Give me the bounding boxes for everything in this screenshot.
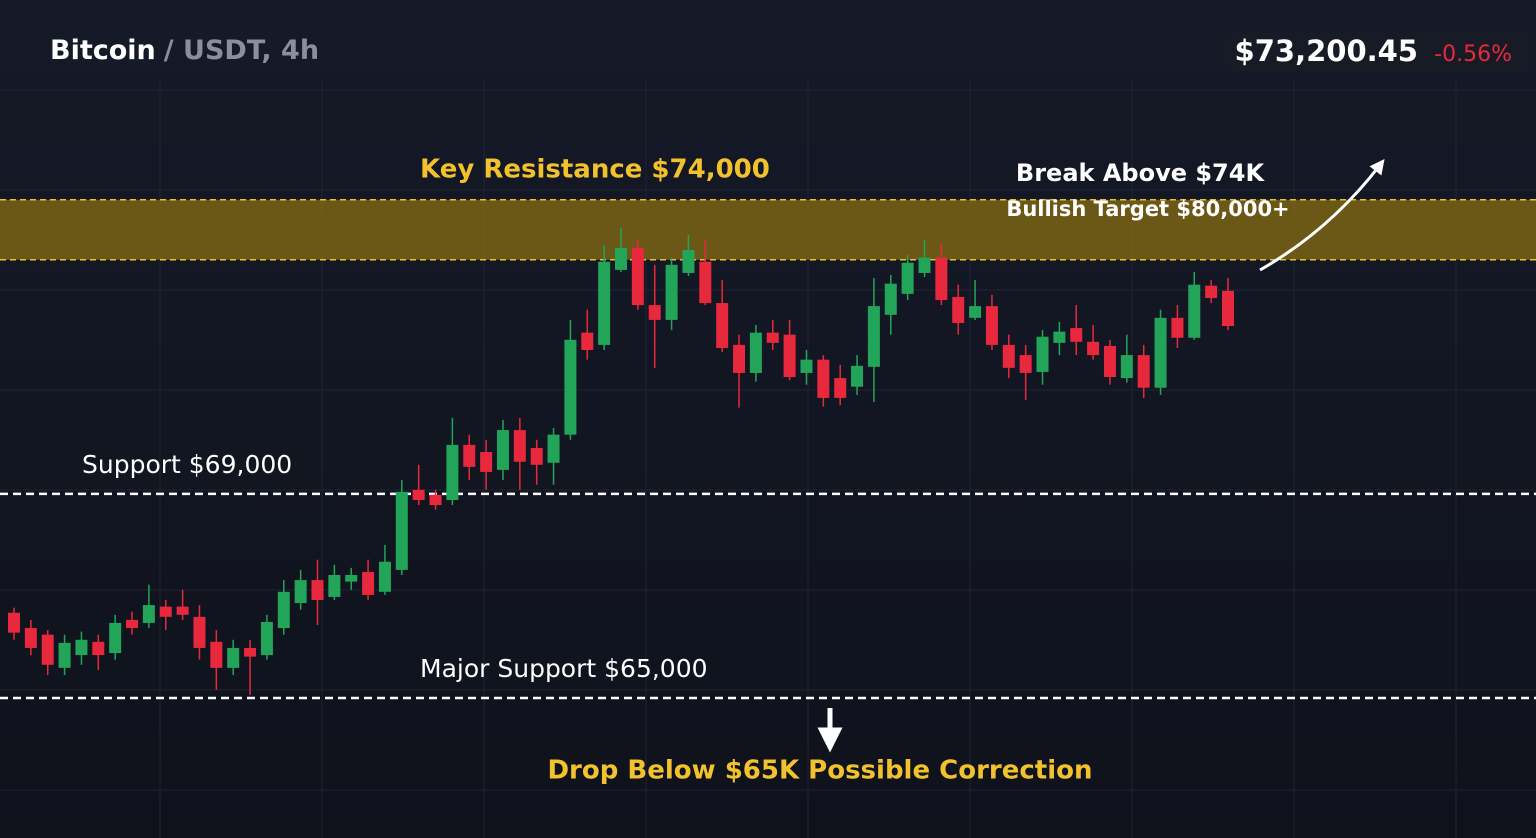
annotation: Bullish Target $80,000+ — [1006, 197, 1289, 221]
candle-body — [1070, 328, 1083, 342]
candle-body — [244, 647, 257, 657]
candle-body — [547, 434, 560, 463]
candle-body — [901, 262, 914, 294]
candle-body — [581, 332, 594, 350]
pair: / USDT, 4h — [164, 35, 319, 66]
candle-body — [1053, 331, 1066, 343]
candle-body — [41, 634, 54, 665]
resistance-zone — [0, 199, 1536, 261]
candle-body — [530, 447, 543, 465]
candle-body — [277, 591, 290, 629]
candle-body — [1222, 290, 1234, 327]
candle-body — [362, 571, 375, 595]
candle-body — [480, 452, 493, 472]
candle-body — [176, 606, 189, 615]
candle-body — [142, 605, 155, 623]
resistance-band — [0, 199, 1536, 260]
candle-body — [969, 306, 982, 318]
candle-body — [733, 344, 746, 373]
candle-body — [75, 639, 88, 656]
candle-body — [598, 261, 611, 345]
price-box — [1226, 33, 1530, 71]
candle-body — [935, 257, 948, 300]
candle-body — [766, 332, 779, 343]
candle-body — [1171, 317, 1184, 338]
candle-body — [682, 249, 695, 273]
candle-body — [260, 621, 273, 656]
candle-body — [24, 628, 37, 648]
candle-body — [58, 642, 71, 668]
candle-body — [834, 378, 847, 398]
candle-body — [985, 306, 998, 345]
candle-body — [227, 647, 240, 668]
candle-body — [1120, 355, 1133, 379]
candle-body — [159, 606, 172, 617]
candle-body — [716, 303, 729, 348]
candle-body — [615, 247, 627, 270]
candle-body — [1137, 355, 1150, 388]
resistance-label: Key Resistance $74,000 — [420, 154, 770, 184]
candle-body — [665, 264, 678, 320]
price: $73,200.45 — [1235, 34, 1418, 68]
candle-body — [783, 334, 796, 378]
candle-body — [817, 359, 830, 398]
candle-body — [1205, 285, 1218, 298]
candle-body — [513, 430, 526, 462]
candle-body — [564, 339, 577, 435]
candle-body — [851, 365, 864, 387]
candle-body — [311, 580, 324, 600]
candle-body — [1103, 345, 1116, 378]
up-arrow — [1259, 159, 1385, 272]
candle-body — [126, 619, 139, 629]
candle-body — [800, 359, 813, 373]
price-change: -0.56% — [1434, 42, 1512, 67]
candle-body — [446, 444, 459, 500]
candle-body — [395, 491, 408, 570]
plot — [0, 228, 1536, 700]
candle-body — [749, 332, 762, 373]
candle-body — [8, 612, 20, 633]
support-label: Major Support $65,000 — [420, 654, 708, 683]
candle-body — [92, 641, 105, 656]
candle-body — [1087, 341, 1100, 356]
candle-body — [1188, 284, 1201, 338]
candle-body — [884, 283, 897, 315]
candle-body — [699, 261, 712, 304]
candle-body — [378, 561, 391, 592]
candle-body — [867, 306, 880, 367]
candle-body — [109, 622, 122, 654]
candle-body — [631, 247, 644, 306]
annotation: Break Above $74K — [1016, 159, 1266, 187]
candle-body — [648, 305, 661, 320]
header-title: Bitcoin / USDT, 4h — [50, 35, 319, 66]
candle-body — [952, 296, 965, 323]
candle-body — [463, 444, 476, 467]
candle-body — [1036, 336, 1049, 372]
candle-body — [193, 616, 206, 648]
candle-body — [1154, 317, 1167, 388]
candle-body — [429, 494, 442, 506]
candle-body — [1002, 344, 1015, 368]
candle-body — [496, 430, 509, 470]
candle-body — [328, 574, 341, 597]
support-label: Support $69,000 — [82, 450, 292, 479]
candle-body — [345, 574, 358, 582]
candle-body — [1019, 355, 1032, 373]
candle-body — [918, 257, 931, 273]
candle-body — [294, 580, 307, 604]
annotation: Drop Below $65K Possible Correction — [547, 756, 1092, 786]
candle-body — [210, 641, 223, 668]
symbol: Bitcoin — [50, 35, 156, 66]
candle-body — [412, 489, 425, 500]
